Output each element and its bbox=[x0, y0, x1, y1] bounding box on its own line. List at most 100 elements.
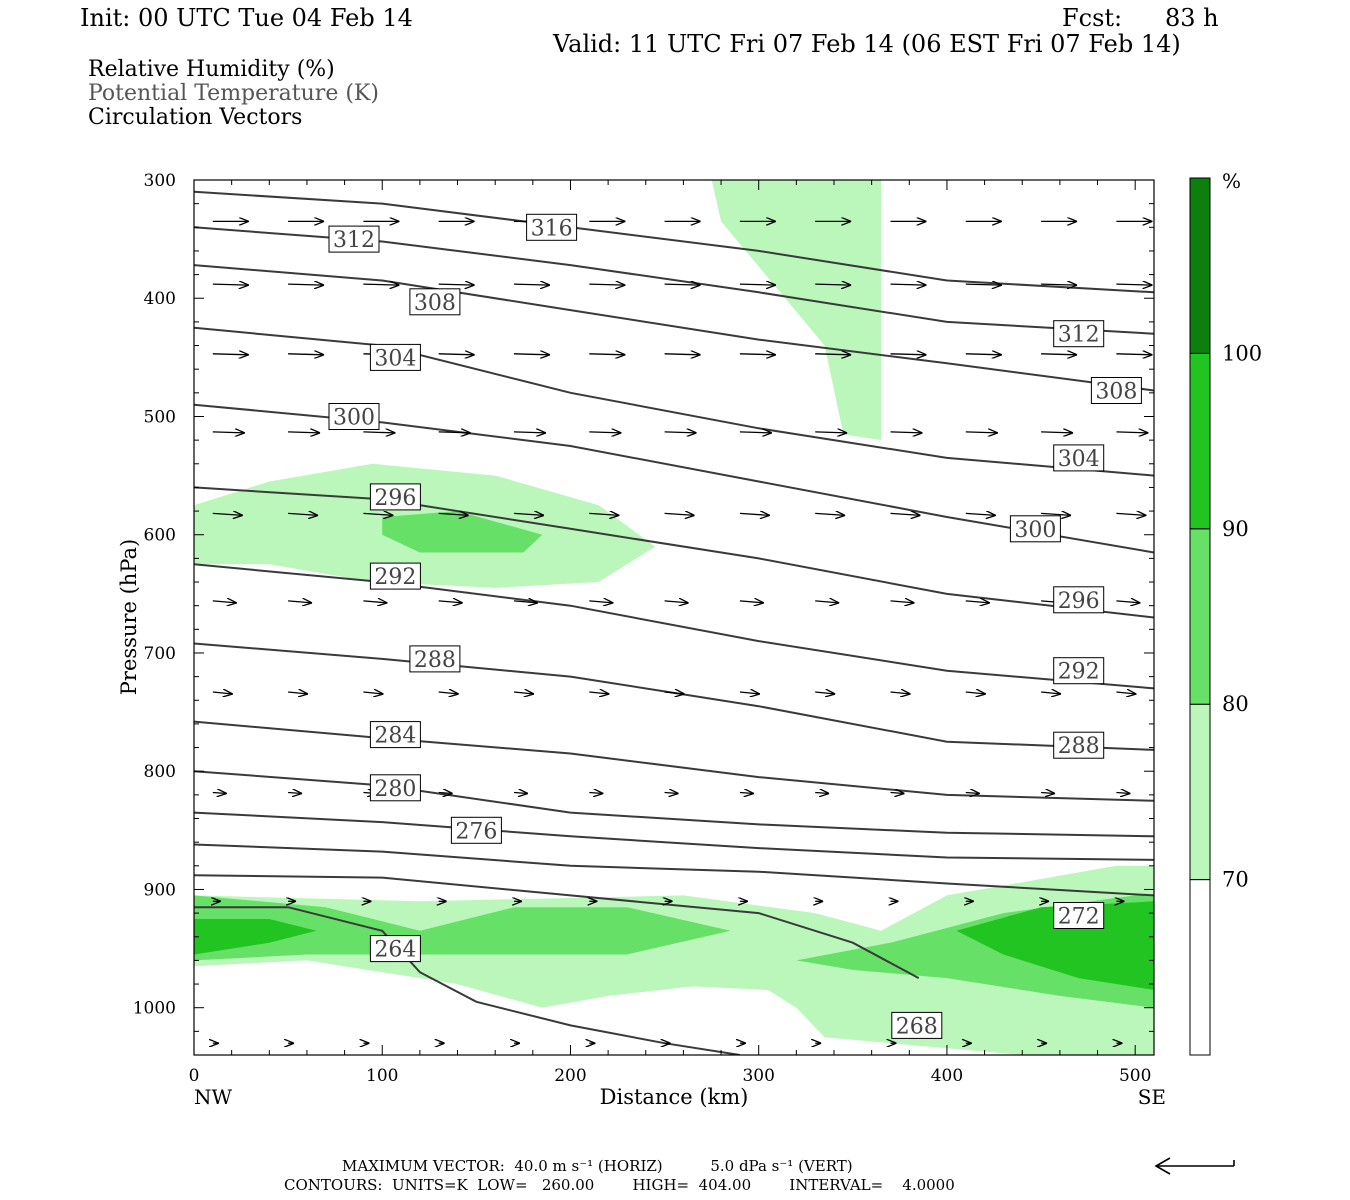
contour-label-2: 308 bbox=[409, 288, 461, 316]
vector-4-0 bbox=[212, 513, 243, 515]
svg-text:284: 284 bbox=[374, 724, 416, 749]
vector-1-7 bbox=[739, 284, 776, 285]
svg-text:296: 296 bbox=[374, 486, 416, 511]
plot-frame bbox=[193, 179, 1155, 1056]
vector-6-0 bbox=[212, 692, 233, 694]
y-tick-600: 600 bbox=[144, 526, 176, 546]
svg-text:304: 304 bbox=[374, 346, 416, 371]
vector-6-6 bbox=[664, 692, 685, 694]
vector-4-4 bbox=[513, 513, 544, 515]
vector-5-4 bbox=[513, 601, 538, 603]
y-tick-800: 800 bbox=[144, 762, 176, 782]
vector-7-11 bbox=[1041, 793, 1055, 794]
svg-text:308: 308 bbox=[1095, 380, 1137, 405]
vector-5-8 bbox=[815, 601, 839, 603]
vector-2-4 bbox=[513, 354, 550, 355]
vector-4-6 bbox=[664, 513, 695, 515]
svg-text:312: 312 bbox=[333, 228, 375, 253]
svg-text:304: 304 bbox=[1058, 447, 1100, 472]
vector-3-0 bbox=[212, 432, 245, 433]
svg-text:280: 280 bbox=[374, 777, 416, 802]
contour-label-9: 280 bbox=[369, 774, 421, 802]
vector-3-9 bbox=[890, 432, 923, 433]
colorbar-swatch-0 bbox=[1189, 879, 1211, 1056]
colorbar-swatch-2 bbox=[1189, 528, 1211, 705]
svg-text:292: 292 bbox=[374, 565, 416, 590]
vector-2-5 bbox=[589, 354, 625, 355]
vector-7-12 bbox=[1116, 793, 1130, 794]
svg-text:268: 268 bbox=[896, 1014, 938, 1039]
vector-1-3 bbox=[438, 284, 475, 285]
colorbar-label-90: 90 bbox=[1222, 517, 1249, 541]
contour-label-16: 296 bbox=[1053, 586, 1105, 614]
contour-label-1: 312 bbox=[328, 225, 380, 253]
vector-4-12 bbox=[1116, 513, 1146, 515]
svg-text:308: 308 bbox=[414, 291, 456, 316]
vector-5-3 bbox=[438, 601, 463, 603]
colorbar-label-100: 100 bbox=[1222, 341, 1262, 365]
vector-5-1 bbox=[288, 601, 312, 603]
contour-label-11: 264 bbox=[369, 935, 421, 963]
vector-7-1 bbox=[288, 793, 302, 794]
x-tick-200: 200 bbox=[554, 1066, 586, 1086]
vector-7-0 bbox=[212, 793, 227, 794]
theta-contour-280-9 bbox=[194, 770, 1154, 838]
vector-5-10 bbox=[965, 601, 990, 603]
svg-text:272: 272 bbox=[1058, 905, 1100, 930]
vector-6-1 bbox=[288, 692, 308, 694]
theta-contour-276-10 bbox=[194, 811, 1154, 861]
theta-contour-292-6 bbox=[194, 563, 1154, 690]
vector-7-4 bbox=[513, 793, 528, 794]
vector-5-5 bbox=[589, 601, 613, 603]
vector-2-0 bbox=[212, 354, 249, 355]
vector-7-9 bbox=[890, 793, 905, 794]
contour-label-19: 272 bbox=[1053, 902, 1105, 930]
rh-area-80-4 bbox=[194, 895, 731, 961]
x-end-label-left: NW bbox=[194, 1085, 233, 1109]
x-tick-100: 100 bbox=[366, 1066, 398, 1086]
y-tick-400: 400 bbox=[144, 289, 176, 309]
vector-4-3 bbox=[438, 513, 469, 515]
vector-4-11 bbox=[1041, 513, 1071, 515]
vector-6-7 bbox=[739, 692, 760, 694]
y-tick-1000: 1000 bbox=[133, 999, 176, 1019]
y-axis-label: Pressure (hPa) bbox=[117, 539, 141, 695]
vector-2-1 bbox=[288, 354, 324, 355]
rh-area-90-6 bbox=[194, 919, 317, 955]
svg-text:296: 296 bbox=[1058, 589, 1100, 614]
vector-1-11 bbox=[1041, 284, 1077, 285]
vector-5-2 bbox=[363, 601, 387, 603]
x-axis-label: Distance (km) bbox=[600, 1085, 749, 1109]
vector-5-6 bbox=[664, 601, 689, 603]
colorbar-label-80: 80 bbox=[1222, 692, 1249, 716]
vector-6-2 bbox=[363, 692, 383, 694]
vector-3-4 bbox=[513, 432, 546, 433]
theta-contour-308-2 bbox=[194, 264, 1154, 392]
vector-5-7 bbox=[739, 601, 764, 603]
svg-text:316: 316 bbox=[531, 216, 573, 241]
vector-4-8 bbox=[815, 513, 845, 515]
vector-2-8 bbox=[815, 354, 851, 355]
vector-2-3 bbox=[438, 354, 475, 355]
vector-2-9 bbox=[890, 354, 927, 355]
x-tick-500: 500 bbox=[1119, 1066, 1151, 1086]
theta-contour-296-5 bbox=[194, 486, 1154, 619]
contour-label-10: 276 bbox=[450, 816, 502, 844]
vector-4-2 bbox=[363, 513, 393, 515]
vector-1-6 bbox=[664, 284, 701, 285]
vector-6-12 bbox=[1116, 692, 1136, 694]
theta-contour-264-13 bbox=[194, 906, 741, 1055]
y-tick-300: 300 bbox=[144, 171, 176, 191]
contour-label-5: 296 bbox=[369, 483, 421, 511]
rh-area-70-0 bbox=[702, 180, 882, 441]
forecast-label: Fcst: bbox=[1062, 4, 1123, 32]
contour-label-17: 292 bbox=[1053, 657, 1105, 685]
vector-6-8 bbox=[815, 692, 835, 694]
vector-5-0 bbox=[212, 601, 237, 603]
svg-text:264: 264 bbox=[374, 938, 416, 963]
y-tick-700: 700 bbox=[144, 644, 176, 664]
svg-text:288: 288 bbox=[1058, 734, 1100, 759]
rh-area-70-3 bbox=[194, 865, 1154, 1055]
svg-text:292: 292 bbox=[1058, 660, 1100, 685]
